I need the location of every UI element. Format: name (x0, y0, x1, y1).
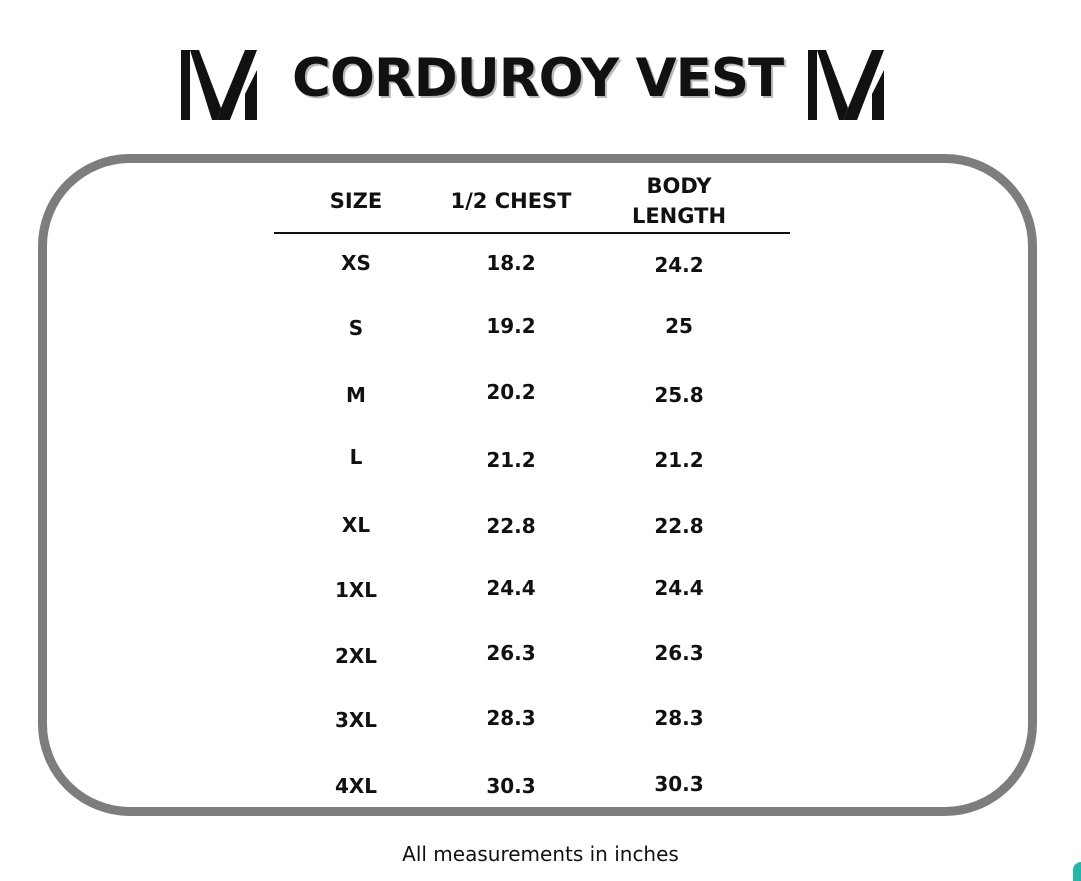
header-body-length-line2: LENGTH (631, 204, 727, 228)
row-chest: 28.3 (486, 706, 536, 730)
size-chart-frame (38, 154, 1037, 816)
header-size: SIZE (329, 189, 383, 213)
v-monogram-icon (808, 50, 884, 120)
row-size: 2XL (334, 644, 378, 668)
row-chest: 24.4 (486, 576, 536, 600)
row-size: 3XL (334, 708, 378, 732)
row-size: M (346, 383, 366, 407)
row-chest: 21.2 (486, 448, 536, 472)
row-body-length: 25.8 (654, 383, 704, 407)
row-body-length: 30.3 (654, 772, 704, 796)
row-size: S (348, 316, 364, 340)
row-body-length: 24.2 (654, 253, 704, 277)
row-body-length: 26.3 (654, 641, 704, 665)
row-body-length: 22.8 (654, 514, 704, 538)
row-chest: 19.2 (486, 314, 536, 338)
row-body-length: 25 (665, 314, 693, 338)
row-body-length: 24.4 (654, 576, 704, 600)
row-size: XS (341, 251, 371, 275)
v-monogram-icon (181, 50, 257, 120)
header-body-length-line1: BODY (646, 174, 712, 198)
row-size: XL (341, 513, 371, 537)
row-chest: 22.8 (486, 514, 536, 538)
row-body-length: 21.2 (654, 448, 704, 472)
row-size: 1XL (334, 578, 378, 602)
row-body-length: 28.3 (654, 706, 704, 730)
header-divider (274, 232, 790, 234)
header: CORDUROY VEST (0, 42, 1081, 132)
row-chest: 20.2 (486, 380, 536, 404)
row-size: 4XL (334, 774, 378, 798)
page-title: CORDUROY VEST (292, 48, 784, 109)
row-chest: 18.2 (486, 251, 536, 275)
row-chest: 26.3 (486, 641, 536, 665)
measurement-note: All measurements in inches (402, 842, 679, 866)
corner-accent (1073, 862, 1081, 881)
header-half-chest: 1/2 CHEST (450, 189, 572, 213)
row-size: L (349, 445, 363, 469)
row-chest: 30.3 (486, 774, 536, 798)
